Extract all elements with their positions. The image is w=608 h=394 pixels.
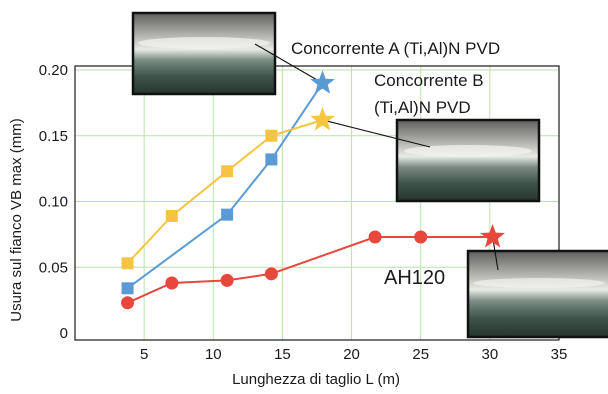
series-1 xyxy=(121,119,323,270)
x-axis-label: Lunghezza di taglio L (m) xyxy=(232,371,400,388)
series-line xyxy=(126,82,324,290)
y-tick-label: 0 xyxy=(60,325,68,342)
leader-line xyxy=(322,119,431,148)
data-point xyxy=(221,165,234,178)
data-point xyxy=(265,153,278,166)
x-tick-label: 5 xyxy=(140,346,148,363)
photo-competitor-a xyxy=(131,11,277,96)
data-point xyxy=(368,230,382,244)
y-tick-label: 0.20 xyxy=(39,62,68,79)
annotation-competitor-b-line1: Concorrente B xyxy=(374,71,484,90)
y-axis-label: Usura sul fianco VB max (mm) xyxy=(8,118,25,321)
leader-line xyxy=(254,43,323,84)
x-tick-label: 10 xyxy=(205,346,222,363)
series-2 xyxy=(121,230,493,310)
data-point-star xyxy=(310,70,335,94)
data-point-star xyxy=(310,107,335,131)
series-line xyxy=(126,119,323,264)
annotation-competitor-a: Concorrente A (Ti,Al)N PVD xyxy=(291,39,500,58)
data-point xyxy=(265,129,278,142)
data-point xyxy=(414,230,428,244)
data-point xyxy=(220,273,234,287)
photo-competitor-b xyxy=(395,118,541,203)
y-tick-label: 0.10 xyxy=(39,194,68,211)
plot-frame xyxy=(74,65,560,341)
series-0 xyxy=(121,82,324,295)
series-layer xyxy=(121,82,493,310)
x-tick-label: 30 xyxy=(482,346,499,363)
tick-labels: 5 10 15 20 25 30 35 0 0.05 0.10 0.15 0.20 xyxy=(39,62,568,363)
annotation-ah120: AH120 xyxy=(384,267,445,289)
end-markers xyxy=(310,70,505,248)
annotation-competitor-b-line2: (Ti,Al)N PVD xyxy=(374,98,471,117)
data-point xyxy=(121,296,135,310)
data-point xyxy=(165,209,178,222)
x-tick-label: 35 xyxy=(551,346,568,363)
x-tick-label: 15 xyxy=(274,346,291,363)
data-point xyxy=(121,257,134,270)
data-point xyxy=(221,208,234,221)
data-point xyxy=(165,276,179,290)
photo-ah120 xyxy=(466,249,608,339)
x-tick-label: 25 xyxy=(412,346,429,363)
y-tick-label: 0.15 xyxy=(39,128,68,145)
y-tick-label: 0.05 xyxy=(39,259,68,276)
data-point-star xyxy=(480,224,505,248)
data-point xyxy=(121,282,134,295)
x-tick-label: 20 xyxy=(343,346,360,363)
data-point xyxy=(264,267,278,281)
